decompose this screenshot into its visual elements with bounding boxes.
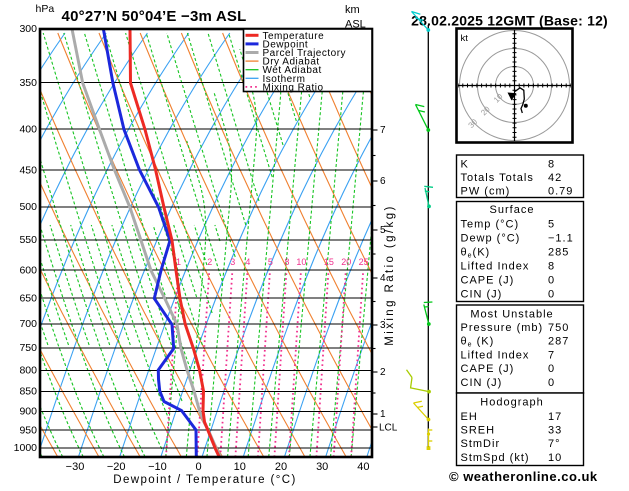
svg-text:0: 0 [548, 275, 555, 287]
svg-text:7: 7 [548, 350, 555, 362]
svg-text:7: 7 [380, 125, 386, 136]
svg-text:5: 5 [380, 225, 386, 236]
svg-text:Mixing Ratio: Mixing Ratio [263, 82, 324, 93]
svg-text:Isotherm: Isotherm [263, 74, 306, 85]
svg-text:Surface: Surface [490, 204, 535, 216]
svg-text:400: 400 [19, 123, 37, 135]
svg-text:StmDir: StmDir [461, 438, 501, 450]
svg-text:−30: −30 [66, 461, 85, 473]
svg-text:350: 350 [19, 77, 37, 89]
svg-text:Totals Totals: Totals Totals [461, 172, 534, 184]
svg-text:8: 8 [548, 159, 555, 171]
svg-text:θe(K): θe(K) [461, 247, 491, 260]
svg-text:6: 6 [380, 176, 386, 187]
svg-text:10: 10 [234, 461, 246, 473]
svg-text:900: 900 [19, 406, 37, 418]
svg-text:0: 0 [196, 461, 202, 473]
svg-text:SREH: SREH [461, 425, 496, 437]
svg-text:700: 700 [19, 318, 37, 330]
svg-text:0: 0 [548, 289, 555, 301]
svg-text:Hodograph: Hodograph [480, 397, 543, 409]
svg-text:Dewpoint / Temperature (°C): Dewpoint / Temperature (°C) [113, 474, 296, 486]
svg-text:550: 550 [19, 234, 37, 246]
svg-text:Parcel Trajectory: Parcel Trajectory [263, 48, 347, 59]
svg-text:40°27’N 50°04’E −3m ASL: 40°27’N 50°04’E −3m ASL [62, 8, 247, 25]
svg-text:850: 850 [19, 386, 37, 398]
svg-text:40: 40 [357, 461, 369, 473]
svg-text:−1.1: −1.1 [548, 233, 574, 245]
svg-text:10: 10 [296, 257, 306, 267]
svg-text:0.79: 0.79 [548, 186, 573, 198]
svg-text:2: 2 [207, 257, 212, 267]
svg-text:CAPE (J): CAPE (J) [461, 363, 515, 375]
svg-text:CAPE (J): CAPE (J) [461, 275, 515, 287]
svg-text:−20: −20 [107, 461, 126, 473]
svg-text:Wet Adiabat: Wet Adiabat [263, 65, 322, 76]
svg-text:km: km [345, 4, 360, 16]
svg-text:650: 650 [19, 292, 37, 304]
svg-text:20: 20 [341, 257, 351, 267]
svg-text:28.02.2025 12GMT (Base: 12): 28.02.2025 12GMT (Base: 12) [411, 13, 608, 29]
svg-text:Temperature: Temperature [263, 31, 325, 42]
svg-text:300: 300 [19, 23, 37, 35]
svg-text:3: 3 [230, 257, 235, 267]
svg-text:kt: kt [461, 33, 469, 44]
svg-text:17: 17 [548, 411, 562, 423]
svg-text:5: 5 [268, 257, 273, 267]
svg-text:Dry Adiabat: Dry Adiabat [263, 57, 320, 68]
svg-text:4: 4 [245, 257, 250, 267]
svg-text:PW (cm): PW (cm) [461, 186, 511, 198]
svg-text:StmSpd (kt): StmSpd (kt) [461, 452, 530, 464]
svg-text:8: 8 [284, 257, 289, 267]
svg-text:285: 285 [548, 247, 569, 259]
svg-text:Dewpoint: Dewpoint [263, 39, 309, 50]
svg-text:Most Unstable: Most Unstable [470, 309, 553, 321]
svg-text:8: 8 [548, 261, 555, 273]
svg-text:© weatheronline.co.uk: © weatheronline.co.uk [449, 469, 598, 484]
svg-text:750: 750 [548, 322, 569, 334]
svg-text:750: 750 [19, 342, 37, 354]
svg-text:1000: 1000 [14, 442, 38, 454]
svg-text:450: 450 [19, 164, 37, 176]
svg-text:600: 600 [19, 264, 37, 276]
svg-text:LCL: LCL [379, 423, 398, 434]
svg-text:Lifted Index: Lifted Index [461, 261, 530, 273]
svg-text:Mixing Ratio (g/kg): Mixing Ratio (g/kg) [384, 204, 396, 345]
svg-text:10: 10 [548, 452, 562, 464]
svg-text:33: 33 [548, 425, 562, 437]
svg-text:−10: −10 [148, 461, 167, 473]
svg-text:25: 25 [359, 257, 369, 267]
svg-text:2: 2 [380, 367, 386, 378]
svg-text:Lifted Index: Lifted Index [461, 350, 530, 362]
svg-text:950: 950 [19, 424, 37, 436]
svg-text:Dewp (°C): Dewp (°C) [461, 233, 521, 245]
svg-text:CIN (J): CIN (J) [461, 377, 503, 389]
svg-text:42: 42 [548, 172, 562, 184]
svg-text:K: K [461, 159, 469, 171]
svg-text:7°: 7° [548, 438, 561, 450]
svg-text:CIN (J): CIN (J) [461, 289, 503, 301]
svg-text:ASL: ASL [345, 19, 366, 31]
svg-text:0: 0 [548, 363, 555, 375]
svg-text:3: 3 [380, 320, 386, 331]
svg-text:800: 800 [19, 365, 37, 377]
svg-text:4: 4 [380, 273, 386, 284]
svg-text:Pressure (mb): Pressure (mb) [461, 322, 544, 334]
svg-text:500: 500 [19, 201, 37, 213]
svg-text:θe (K): θe (K) [461, 336, 495, 349]
svg-text:287: 287 [548, 336, 569, 348]
svg-text:hPa: hPa [36, 3, 55, 15]
svg-text:20: 20 [275, 461, 287, 473]
svg-text:15: 15 [324, 257, 334, 267]
svg-text:0: 0 [548, 377, 555, 389]
svg-text:1: 1 [380, 409, 386, 420]
svg-text:30: 30 [316, 461, 328, 473]
svg-text:Temp (°C): Temp (°C) [461, 219, 520, 231]
svg-text:5: 5 [548, 219, 555, 231]
svg-text:1: 1 [176, 257, 181, 267]
svg-text:EH: EH [461, 411, 478, 423]
